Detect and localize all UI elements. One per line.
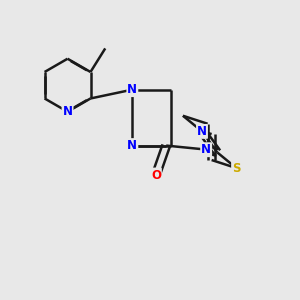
- Text: N: N: [63, 105, 73, 118]
- Text: S: S: [232, 162, 241, 175]
- Text: N: N: [201, 143, 211, 156]
- Text: N: N: [127, 83, 137, 96]
- Text: O: O: [151, 169, 161, 182]
- Text: N: N: [127, 139, 137, 152]
- Text: N: N: [197, 125, 207, 138]
